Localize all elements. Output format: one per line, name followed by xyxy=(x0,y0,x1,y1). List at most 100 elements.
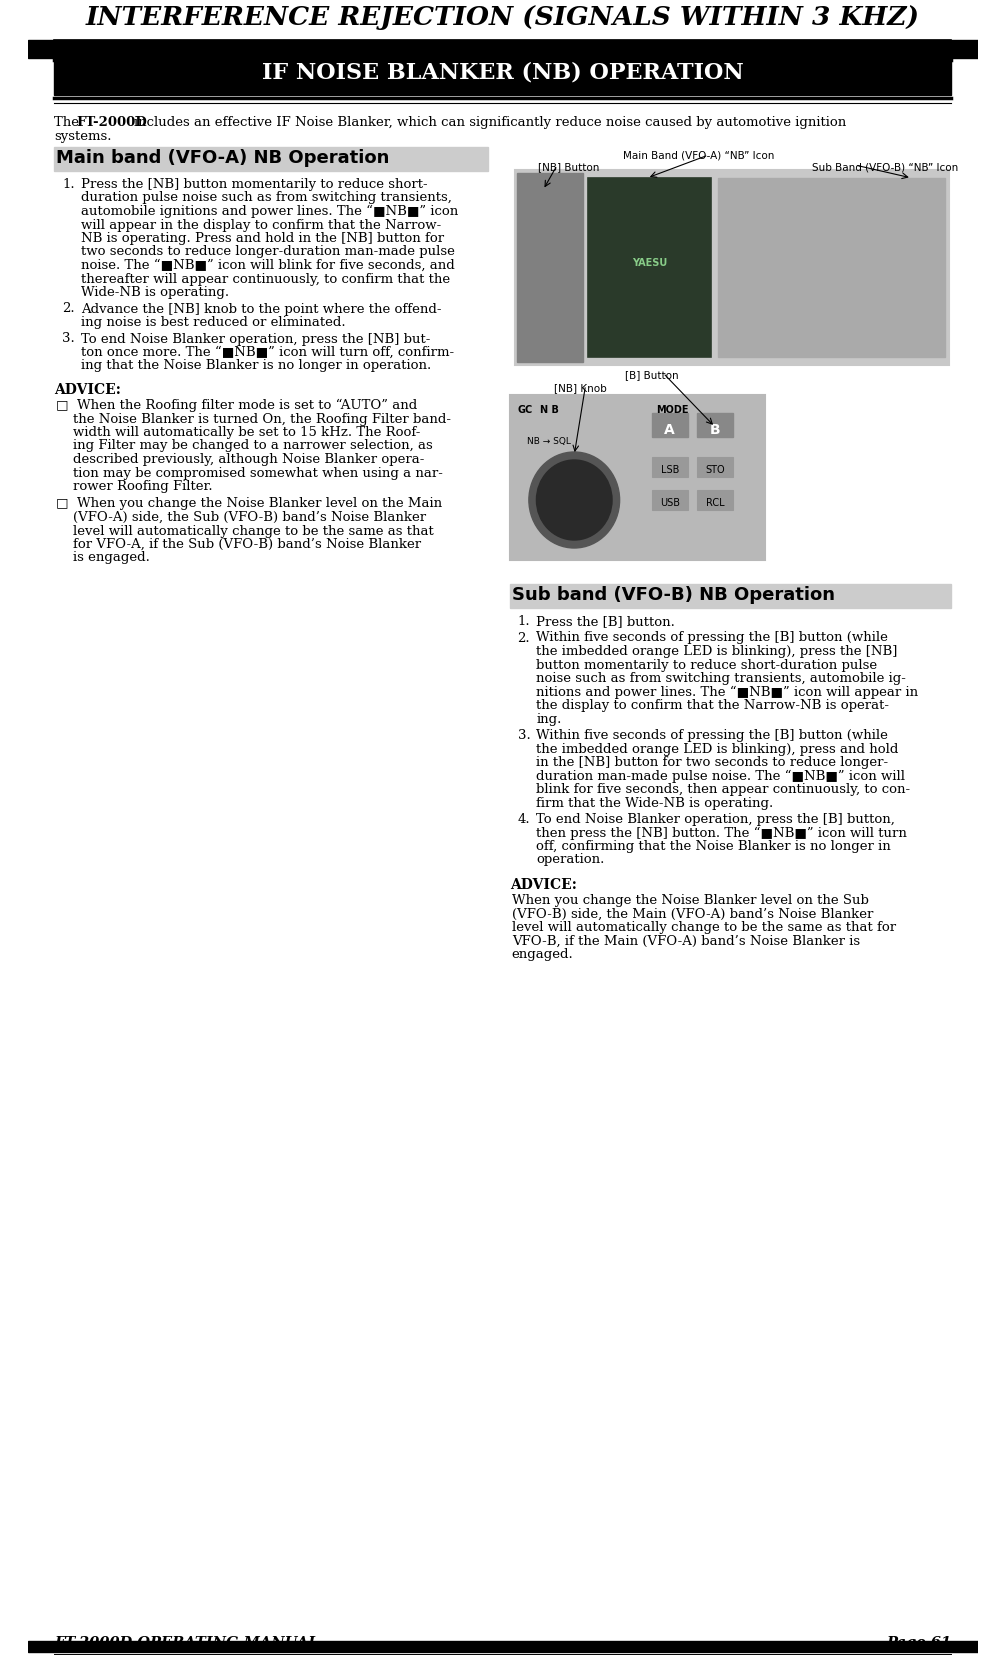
Text: the imbedded orange LED is blinking), press and hold: the imbedded orange LED is blinking), pr… xyxy=(537,742,898,755)
Text: Sub Band (VFO-B) “NB” Icon: Sub Band (VFO-B) “NB” Icon xyxy=(812,162,959,173)
Text: the imbedded orange LED is blinking), press the [NB]: the imbedded orange LED is blinking), pr… xyxy=(537,645,897,658)
Text: To end Noise Blanker operation, press the [B] button,: To end Noise Blanker operation, press th… xyxy=(537,812,895,826)
Text: FT-2000D OPERATING MANUAL: FT-2000D OPERATING MANUAL xyxy=(54,1636,319,1650)
Text: IF NOISE BLANKER (NB) OPERATION: IF NOISE BLANKER (NB) OPERATION xyxy=(261,62,744,84)
Text: [NB] Knob: [NB] Knob xyxy=(555,384,607,394)
Text: USB: USB xyxy=(659,497,679,508)
Text: noise. The “■NB■” icon will blink for five seconds, and: noise. The “■NB■” icon will blink for fi… xyxy=(80,260,454,271)
Text: When you change the Noise Blanker level on the Sub: When you change the Noise Blanker level … xyxy=(512,894,868,906)
Text: engaged.: engaged. xyxy=(512,948,574,961)
Text: duration pulse noise such as from switching transients,: duration pulse noise such as from switch… xyxy=(80,191,452,204)
Text: GC: GC xyxy=(518,405,533,415)
Text: YAESU: YAESU xyxy=(632,258,667,268)
Text: Sub band (VFO-B) NB Operation: Sub band (VFO-B) NB Operation xyxy=(512,586,835,605)
Text: ton once more. The “■NB■” icon will turn off, confirm-: ton once more. The “■NB■” icon will turn… xyxy=(80,347,454,358)
Text: VFO-B, if the Main (VFO-A) band’s Noise Blanker is: VFO-B, if the Main (VFO-A) band’s Noise … xyxy=(512,935,860,948)
Text: [NB] Button: [NB] Button xyxy=(539,162,600,173)
Text: Within five seconds of pressing the [B] button (while: Within five seconds of pressing the [B] … xyxy=(537,729,888,742)
Text: Page 61: Page 61 xyxy=(886,1636,952,1650)
Text: systems.: systems. xyxy=(54,131,112,142)
Bar xyxy=(652,491,687,509)
Text: 2.: 2. xyxy=(62,303,74,315)
Bar xyxy=(54,60,952,95)
Text: Press the [NB] button momentarily to reduce short-: Press the [NB] button momentarily to red… xyxy=(80,178,427,191)
Text: blink for five seconds, then appear continuously, to con-: blink for five seconds, then appear cont… xyxy=(537,782,911,796)
Text: in the [NB] button for two seconds to reduce longer-: in the [NB] button for two seconds to re… xyxy=(537,755,888,769)
Text: To end Noise Blanker operation, press the [NB] but-: To end Noise Blanker operation, press th… xyxy=(80,333,430,345)
Bar xyxy=(510,585,952,608)
Text: for VFO-A, if the Sub (VFO-B) band’s Noise Blanker: for VFO-A, if the Sub (VFO-B) band’s Noi… xyxy=(56,538,421,551)
Text: 3.: 3. xyxy=(518,729,531,742)
Text: operation.: operation. xyxy=(537,854,605,866)
Bar xyxy=(28,40,978,59)
Text: off, confirming that the Noise Blanker is no longer in: off, confirming that the Noise Blanker i… xyxy=(537,839,891,853)
Text: noise such as from switching transients, automobile ig-: noise such as from switching transients,… xyxy=(537,672,907,685)
Bar xyxy=(697,491,733,509)
Bar xyxy=(697,457,733,477)
Text: Wide-NB is operating.: Wide-NB is operating. xyxy=(80,286,229,300)
Bar xyxy=(652,457,687,477)
Text: □  When you change the Noise Blanker level on the Main: □ When you change the Noise Blanker leve… xyxy=(56,497,442,511)
Text: rower Roofing Filter.: rower Roofing Filter. xyxy=(56,481,213,492)
Text: 2.: 2. xyxy=(518,631,531,645)
Text: two seconds to reduce longer-duration man-made pulse: two seconds to reduce longer-duration ma… xyxy=(80,246,454,258)
Bar xyxy=(697,414,733,437)
Text: Main band (VFO-A) NB Operation: Main band (VFO-A) NB Operation xyxy=(56,149,390,168)
Text: duration man-made pulse noise. The “■NB■” icon will: duration man-made pulse noise. The “■NB■… xyxy=(537,769,906,782)
Text: The: The xyxy=(54,116,83,129)
Text: ADVICE:: ADVICE: xyxy=(54,384,122,397)
Text: then press the [NB] button. The “■NB■” icon will turn: then press the [NB] button. The “■NB■” i… xyxy=(537,826,908,839)
Text: Advance the [NB] knob to the point where the offend-: Advance the [NB] knob to the point where… xyxy=(80,303,441,315)
Text: level will automatically change to be the same as that for: level will automatically change to be th… xyxy=(512,921,896,935)
Text: ing that the Noise Blanker is no longer in operation.: ing that the Noise Blanker is no longer … xyxy=(80,360,431,372)
Text: nitions and power lines. The “■NB■” icon will appear in: nitions and power lines. The “■NB■” icon… xyxy=(537,685,919,698)
Text: Press the [B] button.: Press the [B] button. xyxy=(537,615,675,628)
Text: ing.: ing. xyxy=(537,712,562,725)
Text: LSB: LSB xyxy=(660,466,679,476)
Text: MODE: MODE xyxy=(656,405,689,415)
Text: Within five seconds of pressing the [B] button (while: Within five seconds of pressing the [B] … xyxy=(537,631,888,645)
Text: button momentarily to reduce short-duration pulse: button momentarily to reduce short-durat… xyxy=(537,658,877,672)
Text: Main Band (VFO-A) “NB” Icon: Main Band (VFO-A) “NB” Icon xyxy=(623,151,775,161)
Text: B: B xyxy=(710,424,721,437)
Text: ing noise is best reduced or eliminated.: ing noise is best reduced or eliminated. xyxy=(80,317,346,328)
Text: width will automatically be set to 15 kHz. The Roof-: width will automatically be set to 15 kH… xyxy=(56,425,421,439)
Bar xyxy=(510,395,765,559)
Text: includes an effective IF Noise Blanker, which can significantly reduce noise cau: includes an effective IF Noise Blanker, … xyxy=(134,116,846,129)
Text: RCL: RCL xyxy=(706,497,725,508)
Text: NB is operating. Press and hold in the [NB] button for: NB is operating. Press and hold in the [… xyxy=(80,233,444,245)
Text: 1.: 1. xyxy=(62,178,74,191)
Text: the Noise Blanker is turned On, the Roofing Filter band-: the Noise Blanker is turned On, the Roof… xyxy=(56,412,451,425)
Text: will appear in the display to confirm that the Narrow-: will appear in the display to confirm th… xyxy=(80,218,441,231)
Bar xyxy=(28,1642,978,1652)
Text: thereafter will appear continuously, to confirm that the: thereafter will appear continuously, to … xyxy=(80,273,450,285)
Bar xyxy=(652,414,687,437)
Text: STO: STO xyxy=(706,466,725,476)
Text: (VFO-B) side, the Main (VFO-A) band’s Noise Blanker: (VFO-B) side, the Main (VFO-A) band’s No… xyxy=(512,908,873,921)
Text: ing Filter may be changed to a narrower selection, as: ing Filter may be changed to a narrower … xyxy=(56,439,433,452)
Bar xyxy=(718,178,945,357)
Text: NB → SQL: NB → SQL xyxy=(527,437,571,446)
Text: INTERFERENCE REJECTION (SIGNALS WITHIN 3 KHZ): INTERFERENCE REJECTION (SIGNALS WITHIN 3… xyxy=(85,5,920,30)
Text: FT-2000D: FT-2000D xyxy=(76,116,147,129)
Text: level will automatically change to be the same as that: level will automatically change to be th… xyxy=(56,524,434,538)
Bar xyxy=(54,147,488,171)
Circle shape xyxy=(529,452,620,548)
Text: A: A xyxy=(664,424,675,437)
Text: 1.: 1. xyxy=(518,615,531,628)
Text: N B: N B xyxy=(541,405,559,415)
Text: (VFO-A) side, the Sub (VFO-B) band’s Noise Blanker: (VFO-A) side, the Sub (VFO-B) band’s Noi… xyxy=(56,511,426,524)
Text: [B] Button: [B] Button xyxy=(625,370,678,380)
Text: described previously, although Noise Blanker opera-: described previously, although Noise Bla… xyxy=(56,452,425,466)
Bar xyxy=(515,169,950,365)
Circle shape xyxy=(537,461,612,539)
Text: the display to confirm that the Narrow-NB is operat-: the display to confirm that the Narrow-N… xyxy=(537,698,889,712)
Bar xyxy=(588,178,712,357)
Text: tion may be compromised somewhat when using a nar-: tion may be compromised somewhat when us… xyxy=(56,467,443,479)
Text: automobile ignitions and power lines. The “■NB■” icon: automobile ignitions and power lines. Th… xyxy=(80,204,458,218)
Text: 3.: 3. xyxy=(62,333,74,345)
Text: ADVICE:: ADVICE: xyxy=(510,878,577,893)
Bar xyxy=(517,173,583,362)
Text: □  When the Roofing filter mode is set to “AUTO” and: □ When the Roofing filter mode is set to… xyxy=(56,399,417,412)
Text: is engaged.: is engaged. xyxy=(56,551,150,564)
